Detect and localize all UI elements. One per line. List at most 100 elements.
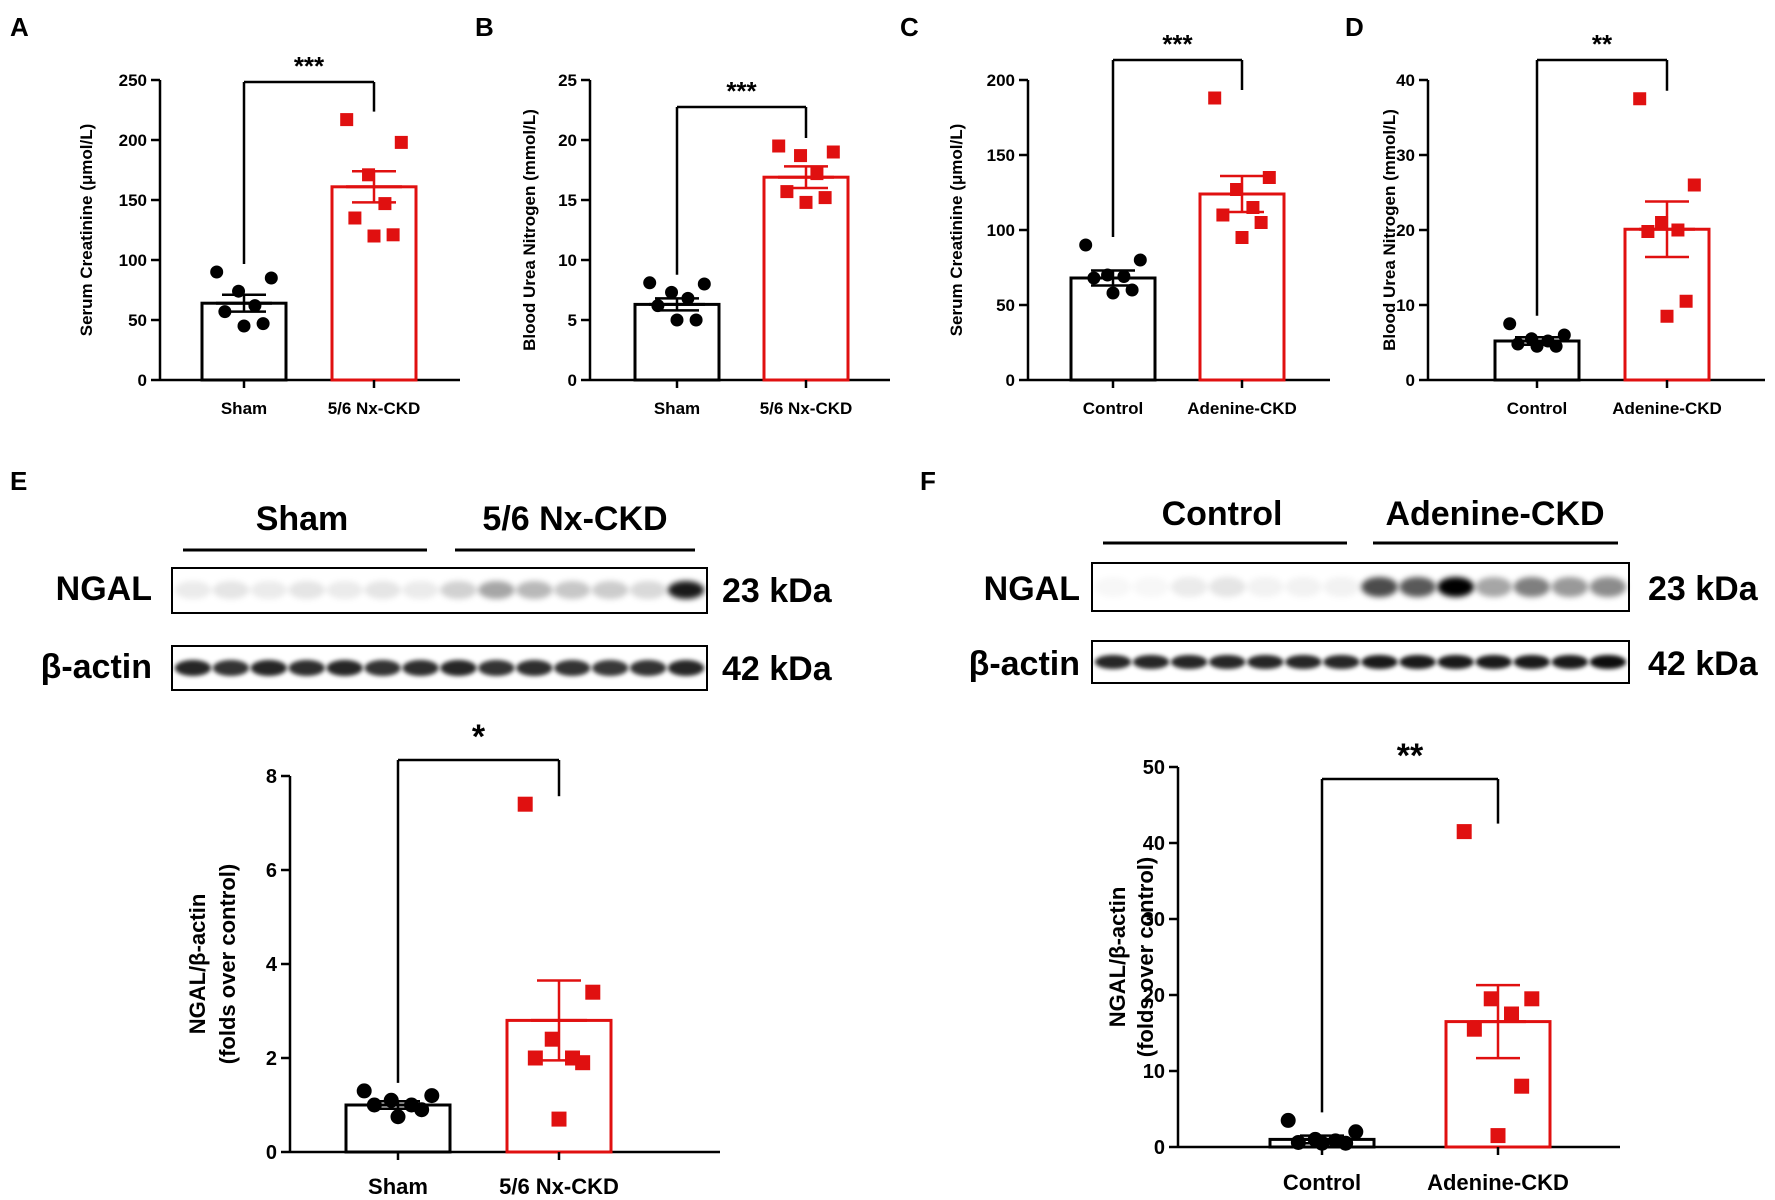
data-point-control [1503,317,1517,331]
blot-band [1475,577,1513,597]
blot-band [591,581,629,599]
data-point-adenine-ckd [1208,91,1222,105]
blot-actin-bands [1094,655,1627,669]
blot-band [402,581,439,599]
blot-band [1399,655,1436,669]
data-point-adenine-ckd [1262,171,1276,184]
panel-label-d: D [1345,12,1364,42]
blot-band [212,581,250,599]
data-point-5-6-nx-ckd [378,197,392,211]
data-point-control [1087,271,1101,285]
y-tick-label: 10 [558,251,577,270]
panel-label-f: F [920,466,936,496]
blot-band [1208,577,1246,597]
blot-band [1551,577,1589,597]
data-point-control [1348,1124,1364,1140]
data-point-5-6-nx-ckd [394,135,408,149]
y-tick-label: 150 [119,191,147,210]
y-tick-label: 40 [1396,71,1415,90]
data-point-sham [232,284,246,298]
data-point-control [1549,339,1563,353]
blot-group-label-adenine-ckd: Adenine-CKD [1385,495,1604,533]
y-axis-label: NGAL/β-actin [1105,887,1130,1028]
y-axis-label: Blood Urea Nitrogen (mmol/L) [1380,109,1399,351]
data-point-control [1079,238,1093,252]
blot-band [1437,577,1474,597]
blot-band [174,660,212,676]
data-point-adenine-ckd [1641,225,1655,238]
y-tick-label: 200 [987,71,1015,90]
blot-band [1170,577,1208,597]
data-point-sham [248,299,262,313]
blot-band [364,660,401,676]
chart-b-blood-urea-nitrogen: 0 5 10 15 20 25 Blood Urea Nitrogen (mmol/L) Sh… [520,71,890,418]
data-point-sham [681,291,695,305]
y-tick-label: 5 [568,311,577,330]
x-tick-label-adenine-ckd: Adenine-CKD [1187,399,1297,418]
blot-band [516,581,553,599]
blot-band [402,660,439,676]
y-tick-label: 50 [1143,757,1165,779]
data-point-5-6-nx-ckd [575,1055,591,1071]
data-point-5-6-nx-ckd [794,149,808,163]
bar-adenine-ckd [1198,192,1286,382]
y-tick-label: 15 [558,191,577,210]
significance-stars: *** [726,76,757,106]
panel-label-c: C [900,12,919,42]
panel-label-e: E [10,466,27,496]
blot-band [1323,577,1360,597]
data-point-5-6-nx-ckd [772,139,786,153]
y-tick-label: 10 [1396,296,1415,315]
significance-stars: *** [294,51,325,81]
chart-a-serum-creatinine: 0 50 100 150 200 250 Serum Creatinine (μmol/L)… [77,51,460,418]
blot-band [629,660,667,676]
data-point-control [1106,286,1120,300]
blot-band [326,581,363,599]
panel-label-b: B [475,12,494,42]
y-axis-label-line2: (folds over control) [1133,857,1158,1057]
y-tick-label: 25 [558,71,577,90]
data-point-adenine-ckd [1456,824,1472,840]
panel-label-a: A [10,12,29,42]
y-tick-label: 150 [987,146,1015,165]
chart-e-ngal-ratio: 0 2 4 6 8 NGAL/β-actin (folds over control) Sha… [185,718,720,1199]
y-tick-label: 30 [1396,146,1415,165]
blot-band [1475,655,1513,669]
data-point-adenine-ckd [1216,208,1230,222]
data-point-5-6-nx-ckd [799,195,813,209]
blot-band [1399,577,1436,597]
blot-band [554,660,591,676]
data-point-adenine-ckd [1504,1006,1520,1022]
y-tick-label: 50 [996,296,1015,315]
y-tick-label: 2 [266,1048,277,1070]
x-tick-label-5-6-nx-ckd: 5/6 Nx-CKD [760,399,853,418]
data-point-adenine-ckd [1246,201,1260,214]
data-point-adenine-ckd [1660,309,1674,323]
data-point-sham [237,319,251,333]
y-tick-label: 0 [1154,1137,1165,1159]
blot-band [554,581,591,599]
blot-band [364,581,401,599]
blot-band [288,660,325,676]
y-tick-label: 6 [266,860,277,882]
blot-size-label-actin: 42 kDa [722,650,833,688]
data-point-sham [670,313,684,327]
blot-size-label-actin: 42 kDa [1648,645,1759,683]
data-point-sham [665,285,679,299]
data-point-sham [383,1092,399,1108]
data-point-adenine-ckd [1483,991,1499,1007]
blot-group-label-control: Control [1162,495,1283,533]
y-tick-label: 4 [266,954,278,976]
data-point-5-6-nx-ckd [818,191,832,205]
y-tick-label: 20 [1143,985,1165,1007]
blot-band [440,581,477,599]
y-tick-label: 30 [1143,909,1165,931]
data-point-5-6-nx-ckd [348,211,362,225]
blot-band [478,581,515,599]
x-tick-label-control: Control [1283,1170,1361,1195]
x-tick-label-adenine-ckd: Adenine-CKD [1427,1170,1569,1195]
data-point-5-6-nx-ckd [362,168,376,182]
data-point-adenine-ckd [1254,216,1268,229]
western-blot-e: Sham 5/6 Nx-CKD NGAL β-actin 23 kDa 42 k… [41,500,833,691]
